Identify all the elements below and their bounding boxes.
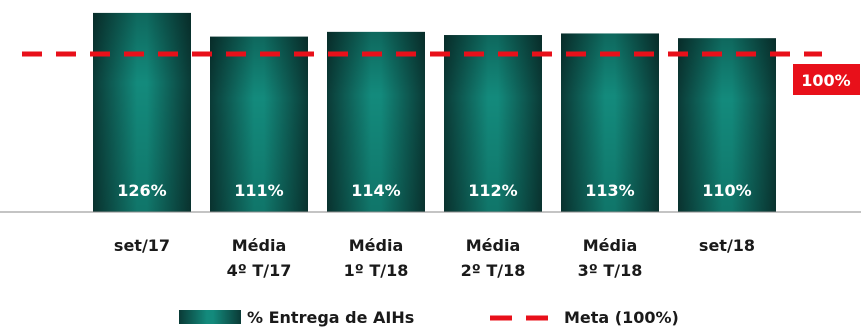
x-tick-label: 1º T/18 bbox=[344, 261, 409, 280]
x-tick-label: 4º T/17 bbox=[227, 261, 292, 280]
bar-shade bbox=[210, 36, 308, 213]
x-tick-label: Média bbox=[349, 236, 404, 255]
bar-shade bbox=[327, 31, 425, 212]
x-tick-label: Média bbox=[466, 236, 521, 255]
target-label: 100% bbox=[801, 71, 850, 90]
bar-value-label: 126% bbox=[117, 181, 166, 200]
legend-bar-swatch bbox=[179, 310, 241, 324]
bar-value-label: 112% bbox=[468, 181, 517, 200]
bars-group: 126% 111% 114% 112% 113% 110% bbox=[93, 12, 776, 213]
bar-value-label: 110% bbox=[702, 181, 751, 200]
x-tick-label: set/18 bbox=[699, 236, 755, 255]
x-tick-label: set/17 bbox=[114, 236, 170, 255]
x-tick-label: Média bbox=[232, 236, 287, 255]
x-tick-label: 3º T/18 bbox=[578, 261, 643, 280]
x-tick-labels: set/17 Média 4º T/17 Média 1º T/18 Média 2º T/… bbox=[114, 236, 755, 280]
bar-shade bbox=[444, 35, 542, 212]
bar-value-label: 113% bbox=[585, 181, 634, 200]
bar-shade bbox=[93, 12, 191, 213]
bar-value-label: 111% bbox=[234, 181, 283, 200]
target-label-box bbox=[793, 64, 860, 95]
x-tick-label: 2º T/18 bbox=[461, 261, 526, 280]
bar-value-label: 114% bbox=[351, 181, 400, 200]
legend: % Entrega de AIHs Meta (100%) bbox=[179, 308, 679, 327]
bar-shade bbox=[561, 33, 659, 213]
bar-shade bbox=[678, 38, 776, 213]
x-tick-label: Média bbox=[583, 236, 638, 255]
legend-bar-label: % Entrega de AIHs bbox=[247, 308, 414, 327]
target-group: 100% bbox=[22, 51, 860, 95]
legend-target-label: Meta (100%) bbox=[564, 308, 679, 327]
